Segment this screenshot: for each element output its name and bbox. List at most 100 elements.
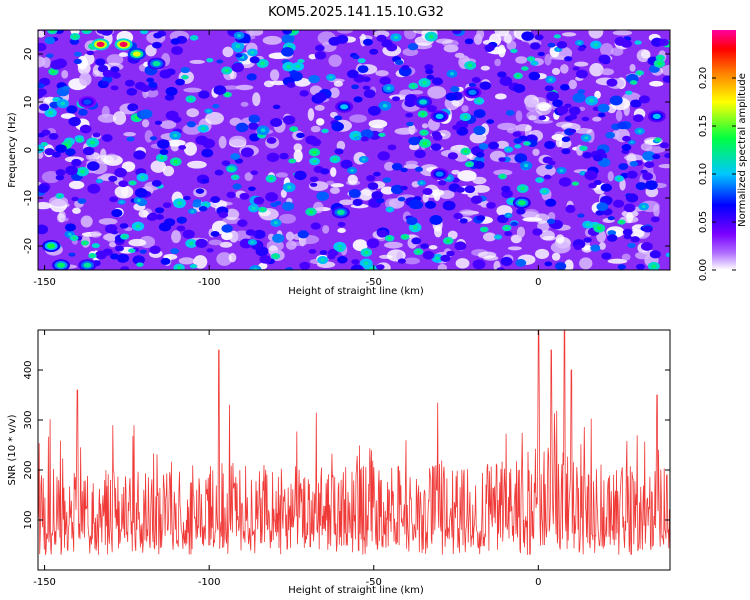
heatmap-cell [516,208,526,215]
heatmap-cell [498,157,506,162]
heatmap-cell [201,148,214,158]
heatmap-cell [625,193,639,203]
heatmap-cell-core [131,181,134,184]
heatmap-light-patch [138,209,149,218]
heatmap-cell-core [189,241,194,246]
heatmap-cell-core [617,177,621,180]
colorbar: 0.00 0.05 0.10 0.15 0.20 Normalized spectral… [698,30,748,281]
heatmap-light-patch [329,187,340,194]
heatmap-cell [606,78,618,87]
heatmap-cell [309,176,319,183]
heatmap-light-patch [515,124,533,132]
heatmap-cell [659,38,670,46]
heatmap-light-patch [629,63,636,72]
heatmap-cell [86,50,95,56]
heatmap-cell [514,153,528,164]
heatmap-cell [496,267,505,270]
heatmap-hotspot [647,110,666,123]
heatmap-cell-core [368,267,374,270]
heatmap-cell [170,248,180,255]
heatmap-cell-core [120,201,123,204]
heatmap-cell [86,161,100,171]
heatmap-light-patch [121,161,136,172]
heatmap-cell [46,53,54,58]
heatmap-light-patch [658,163,670,169]
heatmap-cell-core [320,258,325,262]
heatmap-cell-core [260,128,266,133]
heatmap-cell-core [529,57,533,61]
heatmap-cell [552,99,563,108]
snr-frame [37,329,671,571]
heatmap-cell [546,218,556,225]
heatmap-cell-core [505,226,509,230]
heatmap-cell [432,134,443,141]
heatmap-cell-core [173,133,178,138]
heatmap-cell [406,121,414,127]
heatmap-cell [119,223,129,229]
heatmap-cell [422,187,433,196]
heatmap-cell [367,182,379,190]
heatmap-light-patch [550,241,571,254]
heatmap-cell [556,105,569,115]
heatmap-cell [337,222,346,228]
heatmap-cell [544,140,556,150]
heatmap-cell-core [72,236,76,240]
heatmap-cell-core [468,162,472,166]
heatmap-cell [216,59,224,64]
heatmap-light-patch [649,80,664,87]
heatmap-cell [281,33,295,44]
heatmap-cell [544,85,554,92]
heatmap-cell-core [482,228,486,231]
heatmap-cell-core [578,41,581,45]
hotspot-core [152,61,161,67]
heatmap-light-patch [494,93,507,100]
heatmap-light-patch [437,263,448,270]
heatmap-cell [621,143,632,151]
heatmap-cell [572,66,580,71]
heatmap-hotspot [91,38,110,51]
heatmap-cell [248,231,257,236]
heatmap-cell [124,79,135,87]
snr-panel: -150 -100 -50 0 100 200 300 400 Height of stra… [7,329,671,596]
heatmap-cell [379,76,391,86]
heatmap-cell-core [43,143,46,145]
heatmap-cell [534,34,544,41]
heatmap-cell-core [55,98,58,101]
heatmap-cell-core [446,239,451,243]
heatmap-cell [473,161,485,169]
heatmap-cell-core [312,159,317,163]
heatmap-cell [387,144,397,151]
heatmap-cell [109,253,120,260]
heatmap-cell [665,252,670,258]
heatmap-cell-core [362,158,366,161]
heatmap-cell-core [363,261,369,266]
heatmap-cell [561,136,571,143]
heatmap-light-patch [568,79,578,90]
hotspot-core [132,51,141,57]
heatmap-cell [577,213,585,218]
heatmap-light-patch [379,254,393,259]
heatmap-light-patch [333,80,344,87]
heatmap-light-patch [551,252,561,261]
heatmap-cell [54,58,67,69]
heatmap-cell [408,136,420,146]
heatmap-hotspot [42,240,61,252]
heatmap-cell-core [73,35,77,39]
heatmap-cell-core [512,49,516,52]
heatmap-cell [450,86,460,93]
heatmap-cell [235,122,249,133]
heatmap-cell [422,250,435,260]
heatmap-cell [382,177,392,183]
heatmap-cell [568,128,577,134]
heatmap-light-patch [564,259,574,270]
heatmap-light-patch [600,68,615,76]
heatmap-cell [488,141,500,150]
heatmap-light-patch [469,132,487,144]
heatmap-cell [406,216,418,226]
heatmap-cell [82,146,95,156]
heatmap-light-patch [293,149,303,163]
heatmap-cell [210,196,221,204]
heatmap-cell-core [130,249,134,252]
heatmap-cell [92,132,101,138]
heatmap-cell-core [422,80,427,85]
